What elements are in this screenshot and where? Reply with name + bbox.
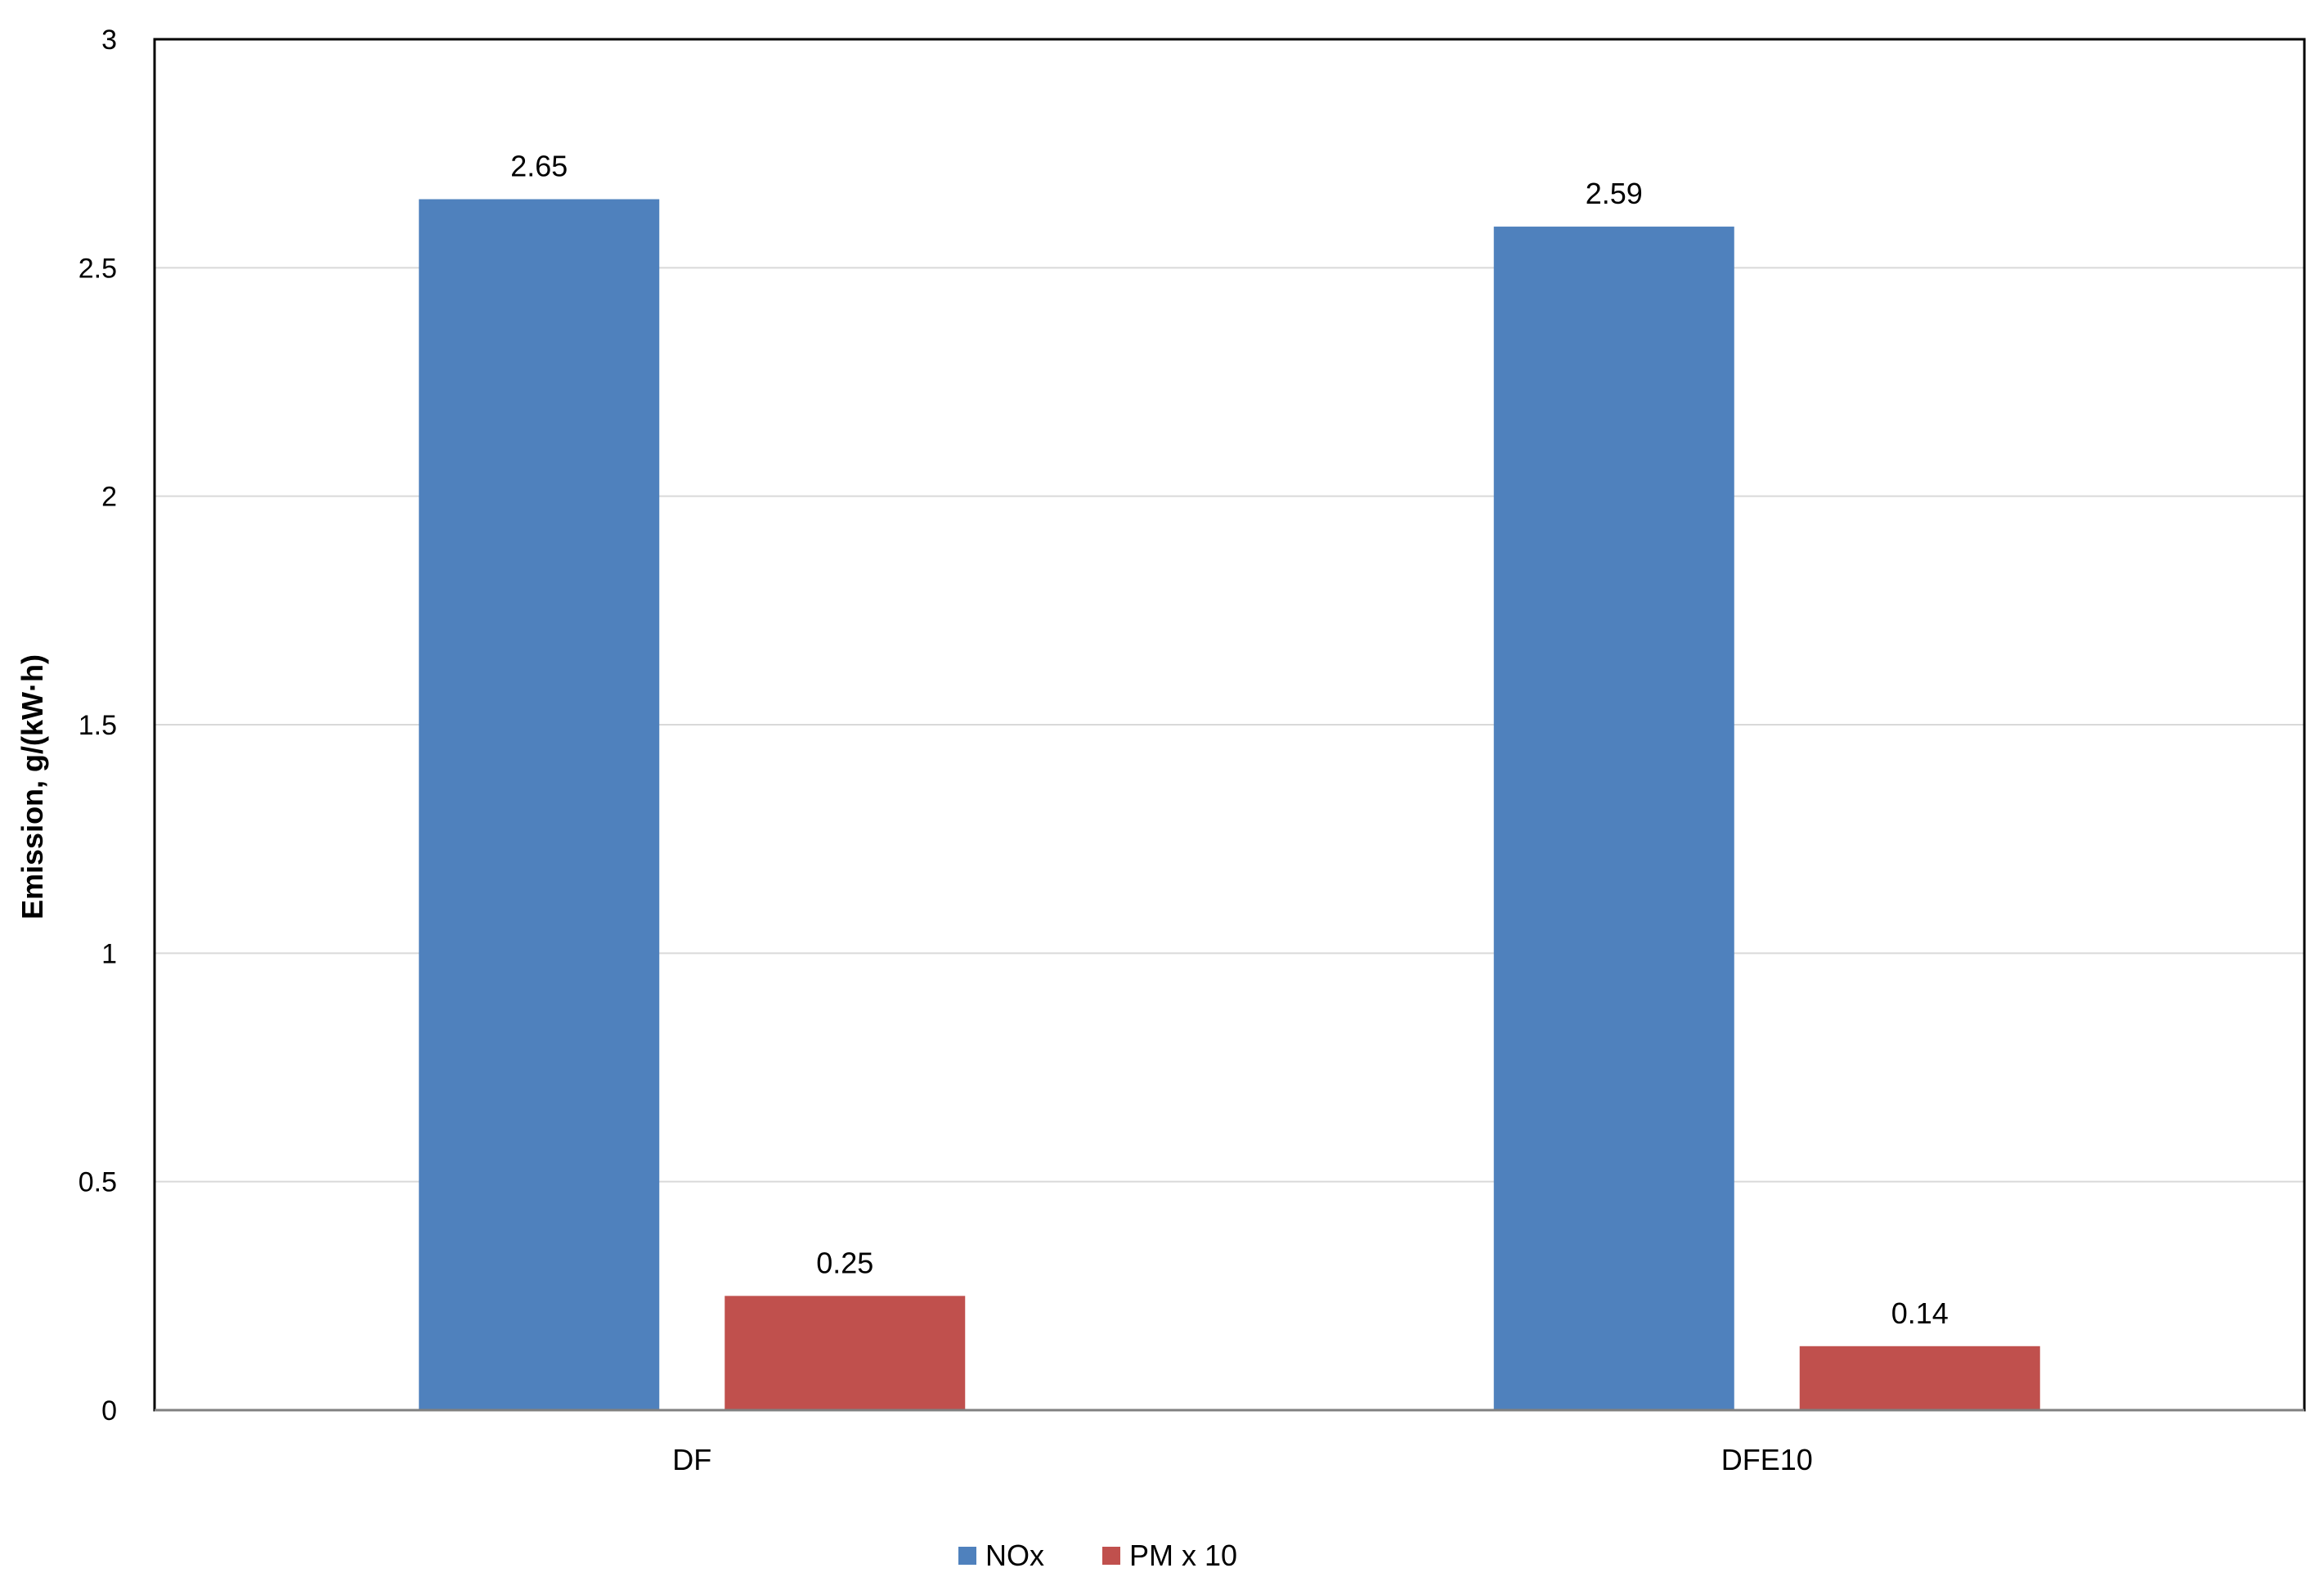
x-tick-label: DFE10	[1721, 1443, 1813, 1476]
y-tick-label: 0.5	[79, 1167, 117, 1198]
bar-nox-dfe10	[1493, 227, 1734, 1410]
y-tick-label: 1	[101, 938, 117, 969]
legend: NOx PM x 10	[958, 1539, 1237, 1572]
data-label: 0.14	[1891, 1296, 1949, 1330]
axes: 0 0.5 1 1.5 2 2.5 3 DF DFE10	[79, 25, 2306, 1476]
data-label: 2.65	[510, 150, 568, 183]
data-label: 2.59	[1586, 177, 1643, 210]
y-tick-label: 2.5	[79, 253, 117, 284]
legend-label: PM x 10	[1129, 1539, 1237, 1572]
bar-pm-x-10-dfe10	[1799, 1346, 2040, 1410]
y-tick-label: 0	[101, 1395, 117, 1427]
legend-swatch	[1102, 1547, 1120, 1565]
bar-pm-x-10-df	[725, 1296, 966, 1410]
legend-label: NOx	[985, 1539, 1044, 1572]
bar-nox-df	[419, 199, 660, 1411]
legend-swatch	[958, 1547, 976, 1565]
y-tick-label: 3	[101, 25, 117, 56]
data-label: 0.25	[816, 1246, 873, 1279]
x-tick-label: DF	[672, 1443, 711, 1476]
y-axis-title: Emission, g/(kW·h)	[16, 654, 49, 919]
y-tick-label: 1.5	[79, 710, 117, 741]
bars	[419, 199, 2040, 1411]
data-labels: 2.65 0.25 2.59 0.14	[510, 150, 1949, 1330]
y-tick-label: 2	[101, 482, 117, 513]
